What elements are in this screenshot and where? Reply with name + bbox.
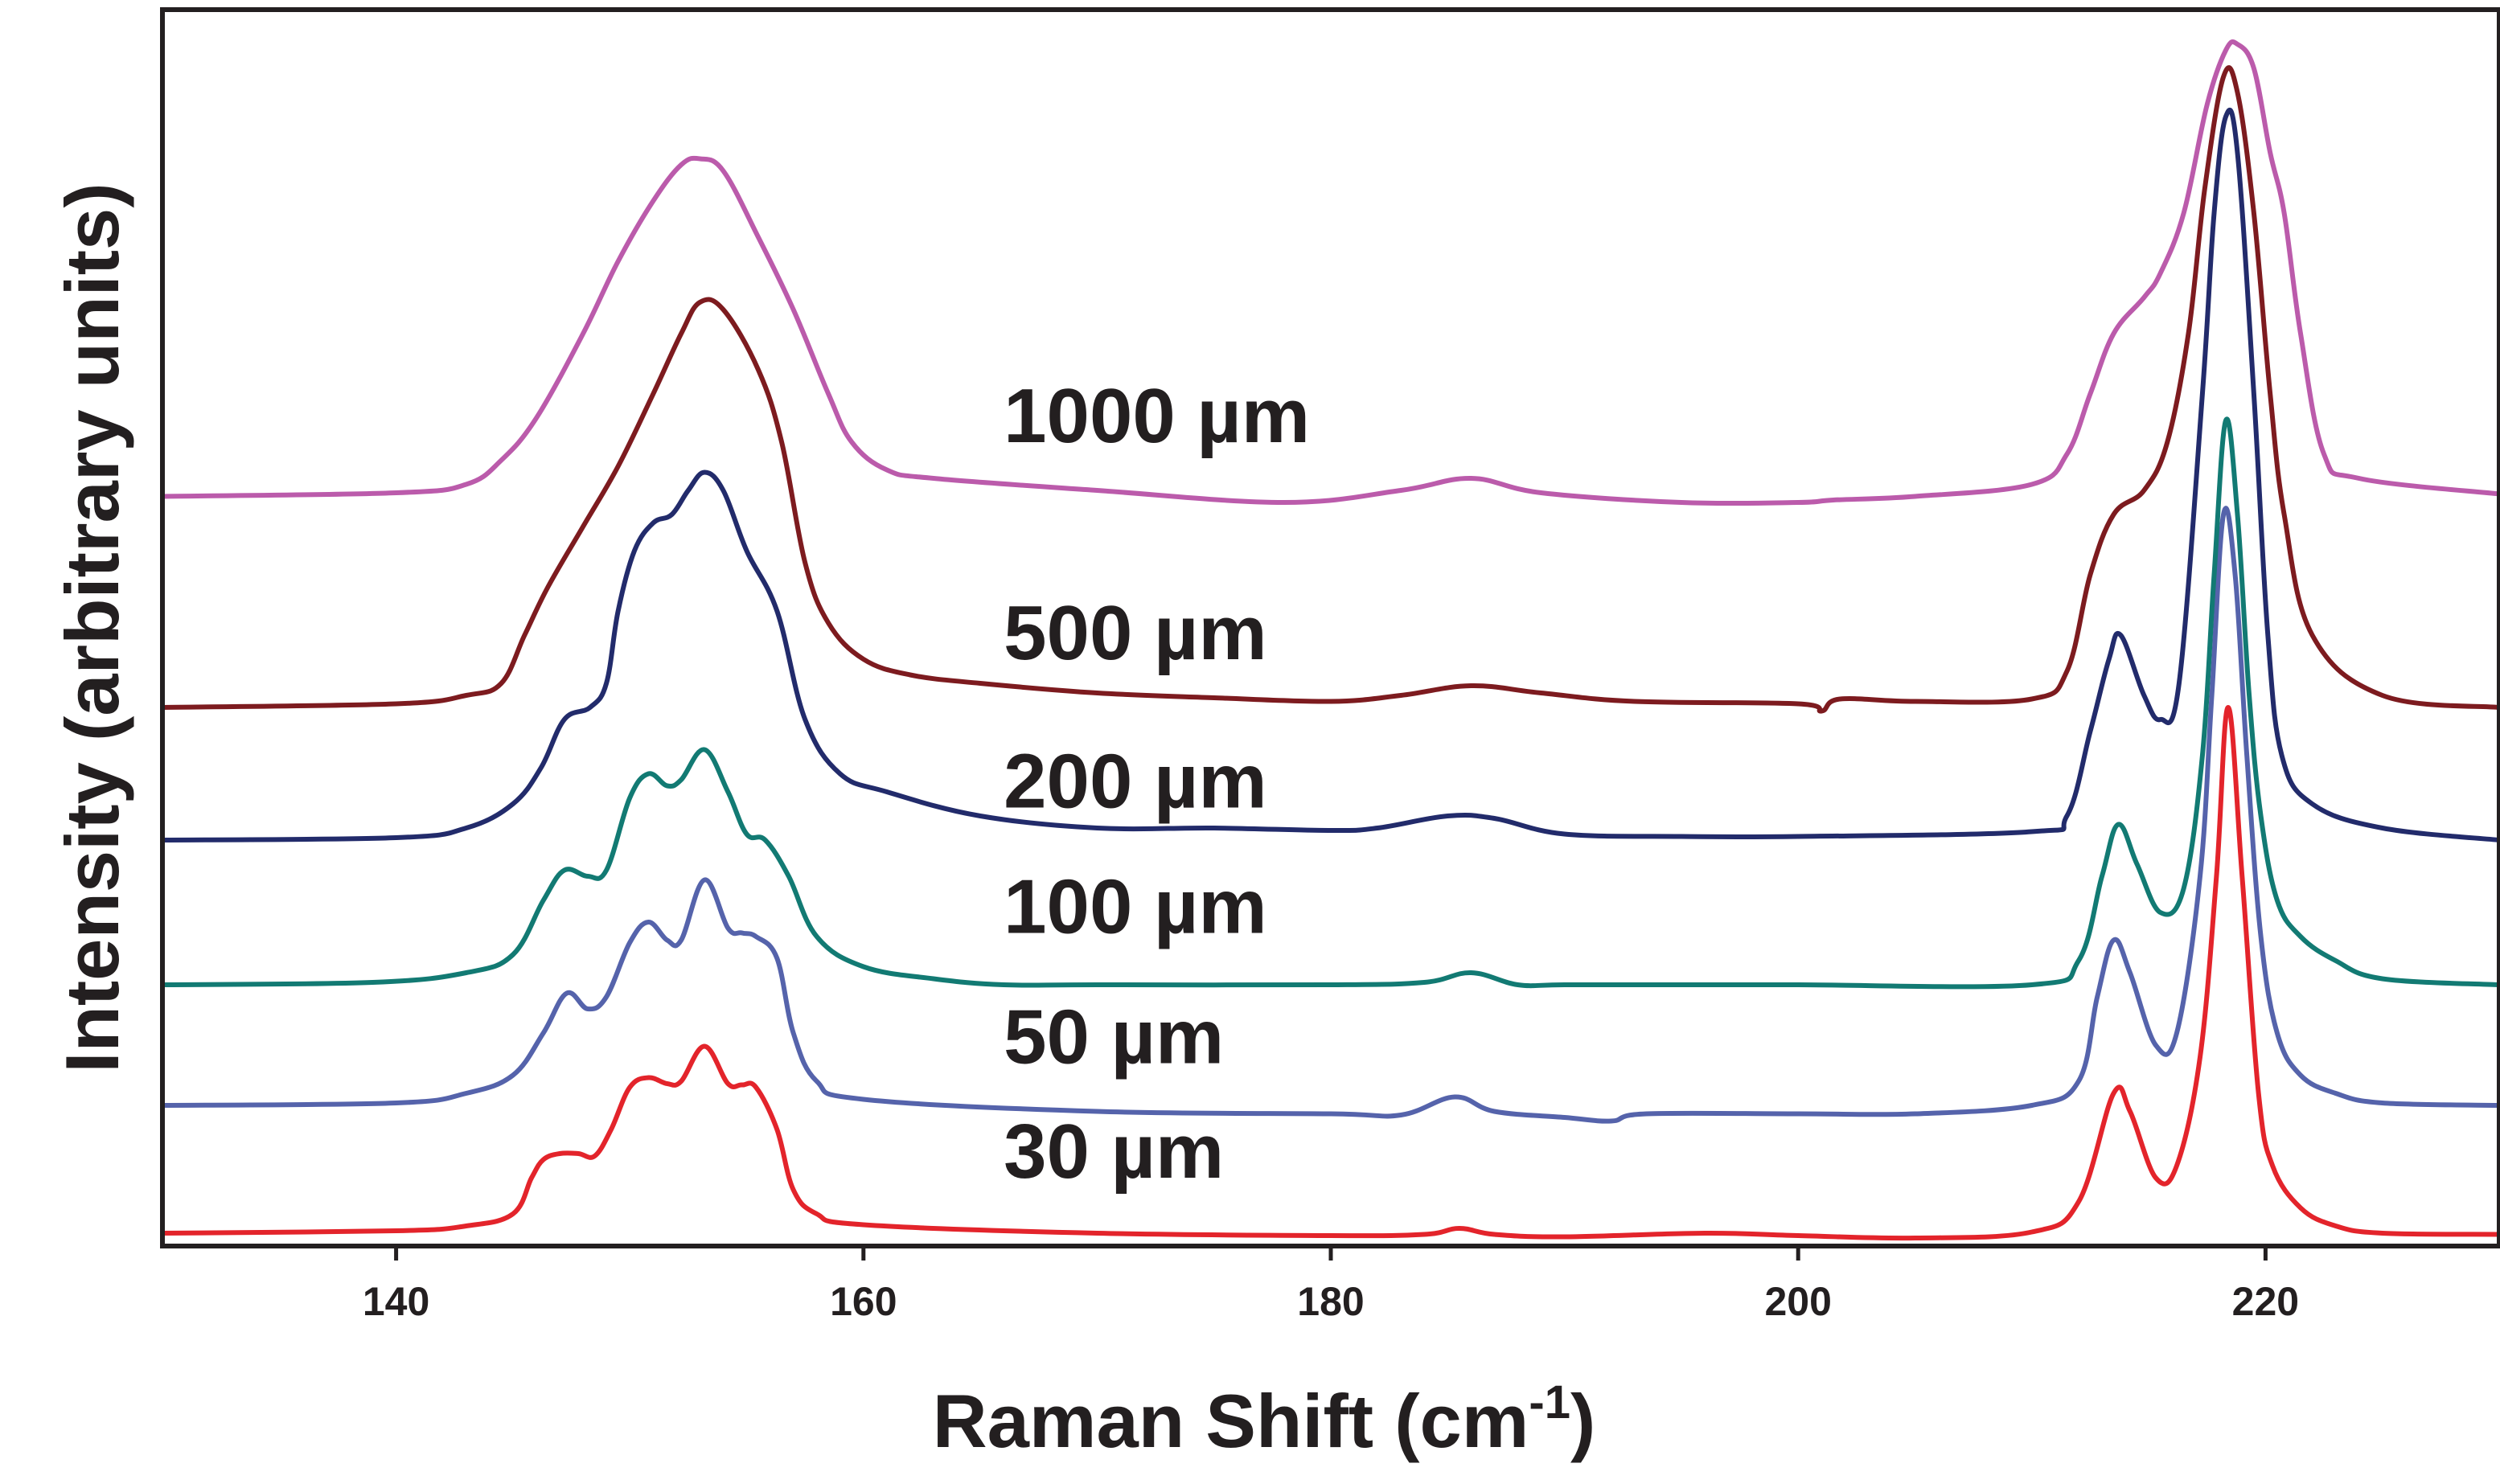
- y-axis-title: Intensity (arbitrary units): [50, 182, 134, 1072]
- series-label-1000-um: 1000 µm: [1004, 373, 1310, 459]
- series-label-200-um: 200 µm: [1004, 739, 1267, 825]
- x-tick-label-180: 180: [1297, 1279, 1364, 1324]
- plot-frame: [160, 7, 2500, 1248]
- series-label-50-um: 50 µm: [1004, 994, 1224, 1080]
- series-line-50-um: [162, 506, 2499, 1124]
- x-tick-label-200: 200: [1764, 1279, 1831, 1324]
- series-layer: [162, 39, 2499, 1241]
- series-line-100-um: [162, 416, 2499, 990]
- x-tick-label-140: 140: [363, 1279, 429, 1324]
- x-axis-title-superscript: -1: [1529, 1376, 1570, 1429]
- x-tick-label-160: 160: [830, 1279, 897, 1324]
- series-line-200-um: [162, 108, 2499, 842]
- series-label-500-um: 500 µm: [1004, 590, 1267, 676]
- series-line-1000-um: [162, 39, 2499, 506]
- series-line-500-um: [162, 65, 2499, 714]
- x-axis-title-suffix: ): [1570, 1379, 1595, 1463]
- series-label-100-um: 100 µm: [1004, 864, 1267, 950]
- x-axis-ticks: 140 160 180 200 220: [363, 1246, 2299, 1324]
- x-axis-title: Raman Shift (cm-1): [933, 1376, 1596, 1463]
- series-label-30-um: 30 µm: [1004, 1109, 1224, 1195]
- series-line-30-um: [162, 705, 2499, 1241]
- x-tick-label-220: 220: [2232, 1279, 2299, 1324]
- annotation-layer: 1000 µm 500 µm 200 µm 100 µm 50 µm 30 µm: [1004, 373, 1310, 1195]
- x-axis-title-main: Raman Shift (cm: [933, 1379, 1529, 1463]
